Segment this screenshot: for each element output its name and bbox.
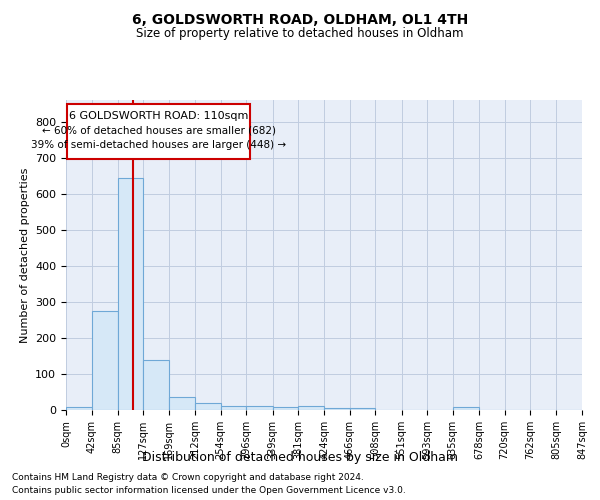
Bar	[195, 403, 221, 410]
Bar	[92, 311, 118, 410]
Bar	[118, 178, 143, 410]
Bar	[325, 408, 350, 410]
Text: Distribution of detached houses by size in Oldham: Distribution of detached houses by size …	[142, 451, 458, 464]
Bar	[169, 398, 195, 410]
Text: 39% of semi-detached houses are larger (448) →: 39% of semi-detached houses are larger (…	[31, 140, 286, 149]
Bar	[143, 360, 169, 410]
FancyBboxPatch shape	[67, 104, 250, 160]
Bar	[453, 407, 479, 410]
Bar	[350, 408, 376, 410]
Text: 6, GOLDSWORTH ROAD, OLDHAM, OL1 4TH: 6, GOLDSWORTH ROAD, OLDHAM, OL1 4TH	[132, 12, 468, 26]
Text: ← 60% of detached houses are smaller (682): ← 60% of detached houses are smaller (68…	[41, 125, 275, 135]
Bar	[66, 407, 92, 410]
Bar	[221, 406, 247, 410]
Bar	[247, 406, 272, 410]
Text: 6 GOLDSWORTH ROAD: 110sqm: 6 GOLDSWORTH ROAD: 110sqm	[69, 111, 248, 121]
Bar	[298, 406, 325, 410]
Y-axis label: Number of detached properties: Number of detached properties	[20, 168, 29, 342]
Text: Contains public sector information licensed under the Open Government Licence v3: Contains public sector information licen…	[12, 486, 406, 495]
Text: Contains HM Land Registry data © Crown copyright and database right 2024.: Contains HM Land Registry data © Crown c…	[12, 474, 364, 482]
Text: Size of property relative to detached houses in Oldham: Size of property relative to detached ho…	[136, 28, 464, 40]
Bar	[272, 407, 298, 410]
